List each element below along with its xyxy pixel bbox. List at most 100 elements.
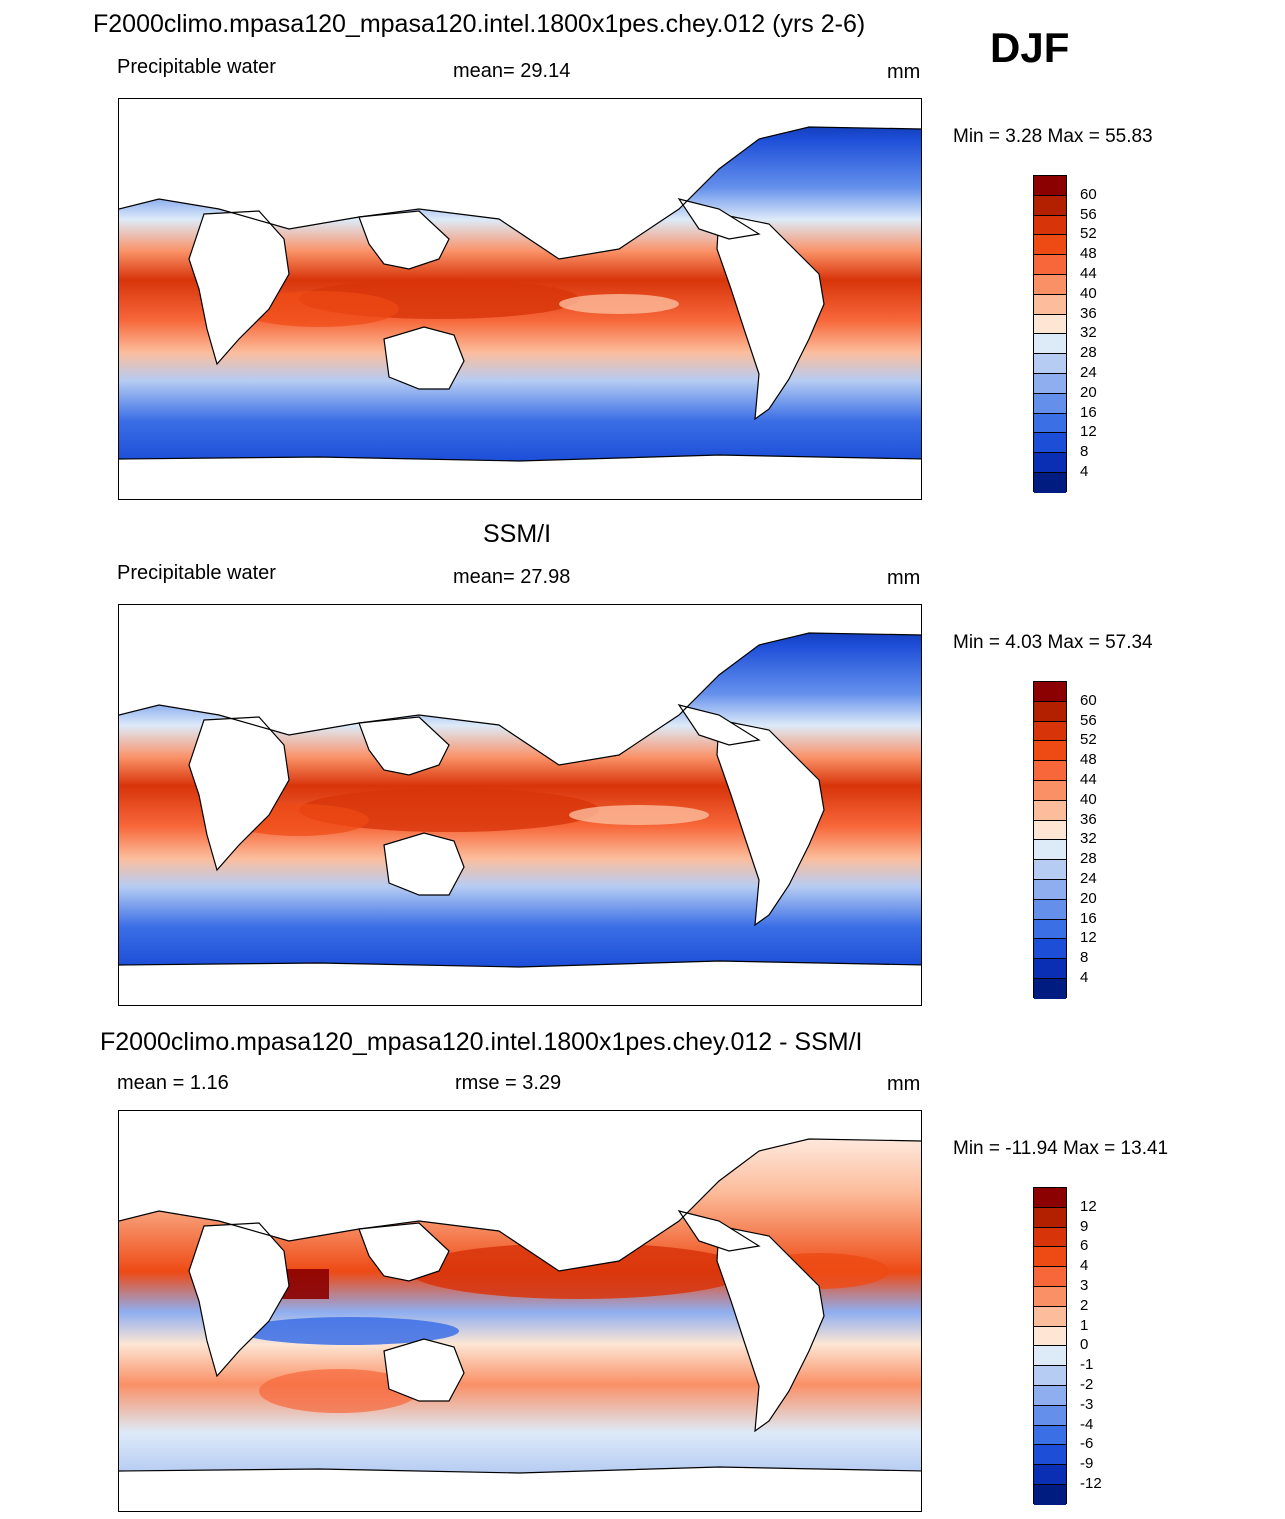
- colorbar-tick-label: 40: [1080, 790, 1097, 808]
- diff-panel-title: F2000climo.mpasa120_mpasa120.intel.1800x…: [100, 1028, 863, 1056]
- obs-map-svg: [119, 605, 921, 1005]
- colorbar-tick-label: 1: [1080, 1316, 1089, 1334]
- colorbar-tick-label: 4: [1080, 463, 1089, 480]
- colorbar-tick-label: -4: [1080, 1415, 1094, 1433]
- colorbar-box: [1034, 1465, 1066, 1485]
- model-mean-label: mean= 29.14: [453, 60, 571, 82]
- obs-map: [118, 604, 922, 1006]
- colorbar-box: [1034, 860, 1066, 880]
- colorbar-box: [1034, 1188, 1066, 1208]
- model-map: [118, 98, 922, 500]
- diff-mean-label: mean = 1.16: [117, 1072, 229, 1094]
- colorbar-tick-label: 44: [1080, 265, 1097, 282]
- colorbar-tick-label: 60: [1080, 691, 1097, 709]
- model-min-max: Min = 3.28 Max = 55.83: [953, 126, 1153, 147]
- colorbar-box: [1034, 1405, 1066, 1426]
- colorbar-tick-label: -9: [1080, 1455, 1094, 1473]
- colorbar-tick-label: 52: [1080, 225, 1097, 243]
- colorbar-box: [1034, 235, 1066, 256]
- colorbar-tick-label: 60: [1080, 185, 1097, 203]
- colorbar-box: [1034, 701, 1066, 722]
- colorbar-tick-label: 36: [1080, 304, 1097, 322]
- colorbar-box: [1034, 780, 1066, 801]
- colorbar-tick-label: 28: [1080, 344, 1097, 362]
- colorbar-box: [1034, 255, 1066, 275]
- diff-units-label: mm: [887, 1073, 921, 1095]
- colorbar-tick-label: 2: [1080, 1296, 1089, 1314]
- colorbar-box: [1034, 1306, 1066, 1327]
- colorbar-tick-label: 3: [1080, 1277, 1089, 1294]
- model-variable-label: Precipitable water: [117, 56, 276, 78]
- colorbar-tick-label: 6: [1080, 1237, 1089, 1255]
- colorbar-tick-label: 56: [1080, 711, 1097, 729]
- colorbar-box: [1034, 215, 1066, 236]
- colorbar-tick-label: 0: [1080, 1336, 1089, 1354]
- colorbar-box: [1034, 1484, 1066, 1505]
- colorbar-tick-label: 12: [1080, 929, 1097, 947]
- colorbar-box: [1034, 1227, 1066, 1248]
- colorbar-box: [1034, 472, 1066, 493]
- colorbar-tick-label: 4: [1080, 969, 1089, 986]
- obs-min-max: Min = 4.03 Max = 57.34: [953, 632, 1153, 653]
- season-label: DJF: [990, 24, 1070, 71]
- colorbar-box: [1034, 800, 1066, 821]
- colorbar-box: [1034, 879, 1066, 900]
- colorbar-box: [1034, 1326, 1066, 1347]
- colorbar-box: [1034, 433, 1066, 454]
- colorbar-box: [1034, 1445, 1066, 1466]
- colorbar-tick-label: 48: [1080, 751, 1097, 769]
- model-units-label: mm: [887, 61, 921, 83]
- obs-mean-label: mean= 27.98: [453, 566, 571, 588]
- colorbar-tick-label: 8: [1080, 949, 1089, 967]
- colorbar-box: [1034, 413, 1066, 434]
- colorbar-box: [1034, 453, 1066, 473]
- model-panel-title: F2000climo.mpasa120_mpasa120.intel.1800x…: [93, 10, 866, 38]
- colorbar-box: [1034, 294, 1066, 315]
- colorbar-box: [1034, 721, 1066, 742]
- colorbar-box: [1034, 1207, 1066, 1228]
- colorbar-box: [1034, 978, 1066, 999]
- model-map-svg: [119, 99, 921, 499]
- colorbar-box: [1034, 1286, 1066, 1307]
- model-colorbar: [1033, 175, 1067, 493]
- colorbar-tick-label: 48: [1080, 245, 1097, 263]
- colorbar-tick-label: 32: [1080, 830, 1097, 848]
- obs-colorbar: [1033, 681, 1067, 999]
- colorbar-box: [1034, 354, 1066, 374]
- colorbar-box: [1034, 919, 1066, 940]
- diff-min-max: Min = -11.94 Max = 13.41: [953, 1138, 1169, 1159]
- colorbar-box: [1034, 373, 1066, 394]
- colorbar-tick-label: 56: [1080, 205, 1097, 223]
- colorbar-box: [1034, 314, 1066, 335]
- colorbar-box: [1034, 195, 1066, 216]
- colorbar-box: [1034, 1385, 1066, 1406]
- colorbar-box: [1034, 176, 1066, 196]
- colorbar-tick-label: 44: [1080, 771, 1097, 788]
- diff-rmse-label: rmse = 3.29: [455, 1072, 562, 1094]
- colorbar-box: [1034, 1267, 1066, 1287]
- colorbar-tick-label: 20: [1080, 889, 1097, 907]
- colorbar-tick-label: 16: [1080, 403, 1097, 421]
- colorbar-tick-label: -12: [1080, 1475, 1102, 1492]
- colorbar-tick-label: 32: [1080, 324, 1097, 342]
- diff-map-svg: [119, 1111, 921, 1511]
- colorbar-box: [1034, 334, 1066, 355]
- colorbar-box: [1034, 274, 1066, 295]
- colorbar-box: [1034, 393, 1066, 414]
- colorbar-box: [1034, 682, 1066, 702]
- colorbar-tick-label: 4: [1080, 1257, 1089, 1275]
- colorbar-box: [1034, 959, 1066, 979]
- colorbar-tick-label: -1: [1080, 1356, 1094, 1374]
- colorbar-box: [1034, 741, 1066, 762]
- colorbar-tick-label: 24: [1080, 364, 1097, 381]
- colorbar-box: [1034, 939, 1066, 960]
- colorbar-tick-label: 40: [1080, 284, 1097, 302]
- colorbar-tick-label: 36: [1080, 810, 1097, 828]
- diff-map: [118, 1110, 922, 1512]
- obs-panel-title: SSM/I: [483, 520, 552, 548]
- colorbar-box: [1034, 1346, 1066, 1367]
- diff-colorbar: [1033, 1187, 1067, 1505]
- colorbar-tick-label: 20: [1080, 383, 1097, 401]
- colorbar-tick-label: 12: [1080, 423, 1097, 441]
- colorbar-tick-label: 8: [1080, 443, 1089, 461]
